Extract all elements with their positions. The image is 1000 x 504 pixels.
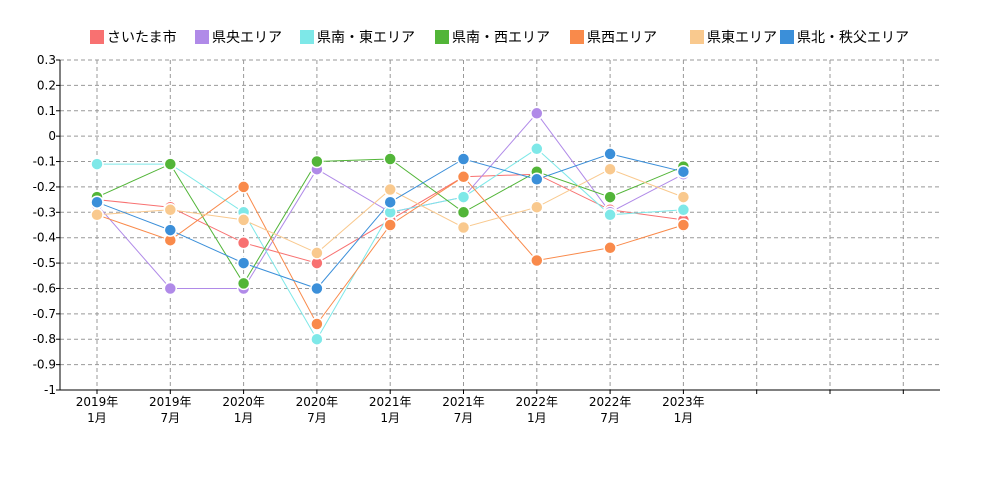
y-tick-label: -0.5 — [33, 256, 56, 270]
legend-swatch — [435, 30, 449, 44]
data-point — [163, 223, 178, 237]
data-point — [383, 195, 397, 209]
legend-swatch — [690, 30, 704, 44]
x-tick-label-month: 1月 — [380, 411, 400, 425]
data-point — [456, 190, 471, 204]
x-axis-ticks: 2019年 1月 2019年 7月 2020年 1月 2020年 7月 2021年 1月 2021年… — [76, 390, 904, 425]
data-point — [456, 170, 471, 184]
data-point — [456, 152, 471, 166]
y-tick-label: -0.6 — [33, 281, 56, 295]
y-tick-label: -0.3 — [33, 205, 56, 219]
data-point — [603, 190, 617, 204]
y-tick-label: 0 — [48, 129, 56, 143]
y-axis-ticks: 0.3 0.2 0.1 0 -0.1 -0.2 -0.3 -0.4 -0.5 -0.6 -0.7 -0… — [33, 53, 60, 397]
data-point — [310, 154, 324, 169]
legend-label: 県北・秩父エリア — [797, 30, 909, 46]
data-point — [530, 172, 544, 187]
x-tick-label-year: 2021年 — [442, 395, 485, 409]
y-tick-label: -0.4 — [33, 231, 56, 245]
legend-label: 県東エリア — [707, 30, 777, 46]
data-point — [383, 182, 397, 197]
data-point — [236, 213, 251, 227]
x-tick-label-month: 1月 — [527, 411, 547, 425]
data-point — [310, 246, 324, 260]
legend-swatch — [570, 30, 584, 44]
data-point — [163, 157, 178, 171]
y-tick-label: -0.2 — [33, 180, 56, 194]
data-point — [163, 281, 178, 296]
legend-swatch — [780, 30, 794, 44]
x-tick-label-year: 2022年 — [589, 395, 632, 409]
y-tick-label: 0.3 — [37, 53, 56, 67]
x-tick-label-month: 7月 — [600, 411, 620, 425]
data-point — [530, 200, 544, 214]
data-point — [90, 157, 104, 171]
data-point — [530, 106, 544, 121]
data-point — [603, 162, 617, 176]
data-point — [603, 241, 617, 255]
series-points — [90, 106, 691, 346]
y-tick-label: -0.7 — [33, 307, 56, 321]
data-point — [530, 253, 544, 268]
data-point — [530, 142, 544, 156]
y-tick-label: 0.1 — [37, 104, 56, 118]
x-tick-label-year: 2023年 — [662, 395, 705, 409]
x-tick-label-month: 1月 — [674, 411, 694, 425]
x-tick-label-month: 1月 — [234, 411, 254, 425]
data-point — [90, 208, 104, 222]
data-point — [236, 276, 251, 291]
x-tick-label-month: 1月 — [87, 411, 107, 425]
x-tick-label-month: 7月 — [307, 411, 327, 425]
data-point — [676, 164, 691, 179]
legend-label: 県南・東エリア — [317, 30, 415, 46]
data-point — [383, 152, 397, 166]
legend-label: 県南・西エリア — [452, 30, 550, 46]
y-tick-label: 0.2 — [37, 78, 56, 92]
legend-swatch — [90, 30, 104, 44]
legend-label: 県西エリア — [587, 30, 657, 46]
data-point — [236, 256, 251, 270]
data-point — [456, 220, 471, 235]
x-tick-label-year: 2020年 — [222, 395, 265, 409]
data-point — [603, 208, 617, 222]
data-point — [676, 218, 691, 232]
data-point — [310, 281, 324, 296]
x-tick-label-year: 2019年 — [149, 395, 192, 409]
data-point — [676, 203, 691, 217]
legend-swatch — [300, 30, 314, 44]
data-point — [236, 236, 251, 250]
y-tick-label: -0.1 — [33, 155, 56, 169]
data-point — [90, 195, 104, 209]
y-tick-label: -0.8 — [33, 332, 56, 346]
data-point — [603, 147, 617, 161]
y-tick-label: -0.9 — [33, 358, 56, 372]
legend-swatch — [195, 30, 209, 44]
data-point — [383, 218, 397, 232]
data-point — [310, 317, 324, 331]
data-point — [310, 332, 324, 346]
data-point — [676, 190, 691, 204]
data-point — [456, 205, 471, 220]
x-tick-label-year: 2019年 — [76, 395, 119, 409]
x-tick-label-year: 2022年 — [516, 395, 559, 409]
x-tick-label-month: 7月 — [454, 411, 474, 425]
x-tick-label-year: 2020年 — [296, 395, 339, 409]
legend: さいたま市 県央エリア 県南・東エリア 県南・西エリア 県西エリア 県東エリア 県北・秩父エ… — [90, 29, 909, 46]
legend-label: 県央エリア — [212, 30, 282, 46]
axes — [59, 60, 940, 391]
y-tick-label: -1 — [44, 383, 56, 397]
x-tick-label-month: 7月 — [160, 411, 180, 425]
data-point — [163, 203, 178, 217]
data-point — [236, 180, 251, 194]
x-tick-label-year: 2021年 — [369, 395, 412, 409]
legend-label: さいたま市 — [107, 29, 177, 46]
